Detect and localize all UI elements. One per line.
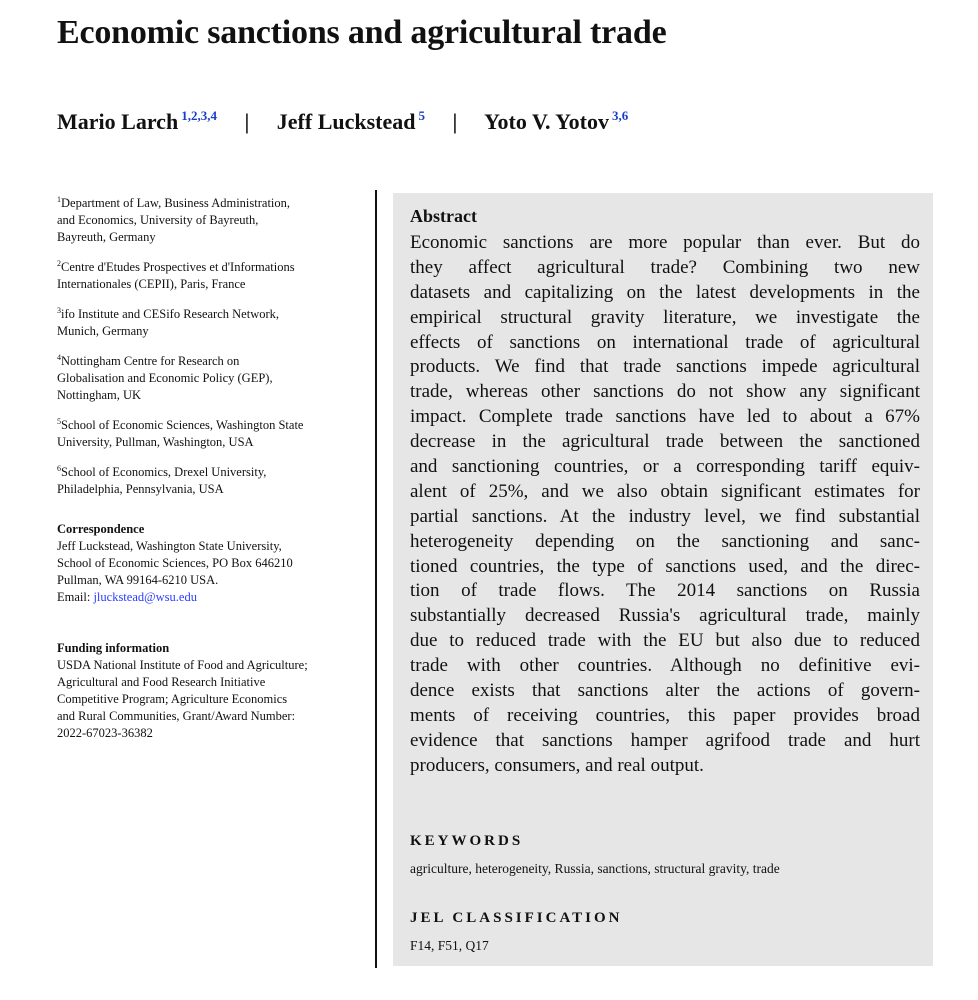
affiliation: 2Centre d'Etudes Prospectives et d'Infor…	[57, 255, 367, 293]
funding-heading: Funding information	[57, 641, 170, 655]
affiliation-line: ifo Institute and CESifo Research Networ…	[61, 307, 280, 321]
author-affiliation-refs[interactable]: 3,6	[611, 108, 629, 123]
affiliation: 5School of Economic Sciences, Washington…	[57, 413, 367, 451]
author-affiliation-refs[interactable]: 1,2,3,4	[181, 108, 217, 123]
author-list: Mario Larch 1,2,3,4 | Jeff Luckstead 5 | Y…	[57, 108, 628, 135]
correspondence-line: School of Economic Sciences, PO Box 6462…	[57, 556, 293, 570]
affiliation-line: Centre d'Etudes Prospectives et d'Inform…	[61, 260, 295, 274]
email-label: Email:	[57, 590, 91, 604]
abstract-heading: Abstract	[410, 206, 477, 226]
affiliation-number: 4	[57, 353, 61, 362]
author-affiliation-refs[interactable]: 5	[418, 108, 426, 123]
keywords-list: agriculture, heterogeneity, Russia, sanc…	[410, 861, 780, 876]
front-matter-sidebar: 1Department of Law, Business Administrat…	[57, 191, 367, 742]
funding-information: Funding information USDA National Instit…	[57, 640, 367, 742]
affiliation: 6School of Economics, Drexel University,…	[57, 460, 367, 498]
affiliation-number: 5	[57, 417, 61, 426]
abstract-line: decrease in the agricultural trade betwe…	[410, 431, 920, 453]
abstract-line: products. We find that trade sanctions i…	[410, 356, 920, 378]
affiliation: 1Department of Law, Business Administrat…	[57, 191, 367, 246]
abstract-line: partial sanctions. At the industry level…	[410, 505, 920, 527]
affiliation-line: Philadelphia, Pennsylvania, USA	[57, 482, 224, 496]
correspondence-heading: Correspondence	[57, 522, 145, 536]
affiliations: 1Department of Law, Business Administrat…	[57, 191, 367, 498]
abstract-line: they affect agricultural trade? Combinin…	[410, 256, 920, 278]
funding-line: USDA National Institute of Food and Agri…	[57, 658, 308, 672]
affiliation-number: 3	[57, 306, 61, 315]
affiliation-line: Nottingham, UK	[57, 388, 142, 402]
abstract-line: tioned countries, the type of sanctions …	[410, 555, 920, 577]
abstract-line: datasets and capitalizing on the latest …	[410, 281, 920, 303]
author-name: Mario Larch	[57, 109, 179, 134]
funding-line: Competitive Program; Agriculture Economi…	[57, 692, 288, 706]
affiliation-line: and Economics, University of Bayreuth,	[57, 213, 259, 227]
abstract-line: effects of sanctions on international tr…	[410, 331, 920, 353]
correspondence-line: Pullman, WA 99164-6210 USA.	[57, 573, 219, 587]
affiliation-number: 1	[57, 195, 61, 204]
affiliation-line: School of Economic Sciences, Washington …	[61, 418, 304, 432]
funding-line: Agricultural and Food Research Initiativ…	[57, 675, 266, 689]
column-divider	[375, 190, 377, 968]
affiliation-line: Internationales (CEPII), Paris, France	[57, 277, 246, 291]
affiliation-line: Department of Law, Business Administrati…	[61, 196, 291, 210]
abstract-line: alent of 25%, and we also obtain signifi…	[410, 480, 920, 502]
abstract-line: ments of receiving countries, this paper…	[410, 704, 920, 726]
affiliation-number: 2	[57, 259, 61, 268]
jel-codes: F14, F51, Q17	[410, 938, 489, 953]
abstract-text: Economic sanctions are more popular than…	[410, 231, 920, 779]
abstract-line: trade, whereas other sanctions do not sh…	[410, 381, 920, 403]
abstract-line: evidence that sanctions hamper agrifood …	[410, 729, 920, 751]
correspondence: Correspondence Jeff Luckstead, Washingto…	[57, 521, 367, 606]
affiliation-line: Munich, Germany	[57, 324, 149, 338]
affiliation-number: 6	[57, 464, 61, 473]
abstract-line: tion of trade flows. The 2014 sanctions …	[410, 580, 920, 602]
affiliation: 4Nottingham Centre for Research on Global…	[57, 349, 367, 404]
abstract-line: producers, consumers, and real output.	[410, 754, 704, 776]
correspondence-line: Jeff Luckstead, Washington State Univers…	[57, 539, 282, 553]
affiliation-line: Globalisation and Economic Policy (GEP),	[57, 371, 273, 385]
abstract-line: empirical structural gravity literature,…	[410, 306, 920, 328]
abstract-box: Abstract Economic sanctions are more pop…	[393, 193, 933, 966]
abstract-line: and sanctioning countries, or a correspo…	[410, 456, 920, 478]
affiliation-line: Bayreuth, Germany	[57, 230, 156, 244]
affiliation-line: School of Economics, Drexel University,	[61, 465, 267, 479]
abstract-line: impact. Complete trade sanctions have le…	[410, 406, 920, 428]
paper-title: Economic sanctions and agricultural trad…	[57, 14, 667, 51]
affiliation-line: University, Pullman, Washington, USA	[57, 435, 254, 449]
author-name: Yoto V. Yotov	[484, 109, 609, 134]
funding-line: 2022-67023-36382	[57, 726, 153, 740]
abstract-line: dence exists that sanctions alter the ac…	[410, 680, 920, 702]
author-separator: |	[452, 109, 458, 134]
abstract-line: heterogeneity depending on the sanctioni…	[410, 530, 920, 552]
abstract-line: trade with other countries. Although no …	[410, 655, 920, 677]
jel-heading: JEL CLASSIFICATION	[410, 910, 623, 926]
abstract-line: Economic sanctions are more popular than…	[410, 232, 920, 253]
author-separator: |	[244, 109, 250, 134]
author-name: Jeff Luckstead	[276, 109, 416, 134]
abstract-line: substantially decreased Russia's agricul…	[410, 605, 920, 627]
keywords-heading: KEYWORDS	[410, 833, 524, 849]
affiliation: 3ifo Institute and CESifo Research Netwo…	[57, 302, 367, 340]
abstract-line: due to reduced trade with the EU but als…	[410, 630, 920, 652]
email-link[interactable]: jluckstead@wsu.edu	[93, 590, 197, 604]
affiliation-line: Nottingham Centre for Research on	[61, 354, 240, 368]
funding-line: and Rural Communities, Grant/Award Numbe…	[57, 709, 296, 723]
